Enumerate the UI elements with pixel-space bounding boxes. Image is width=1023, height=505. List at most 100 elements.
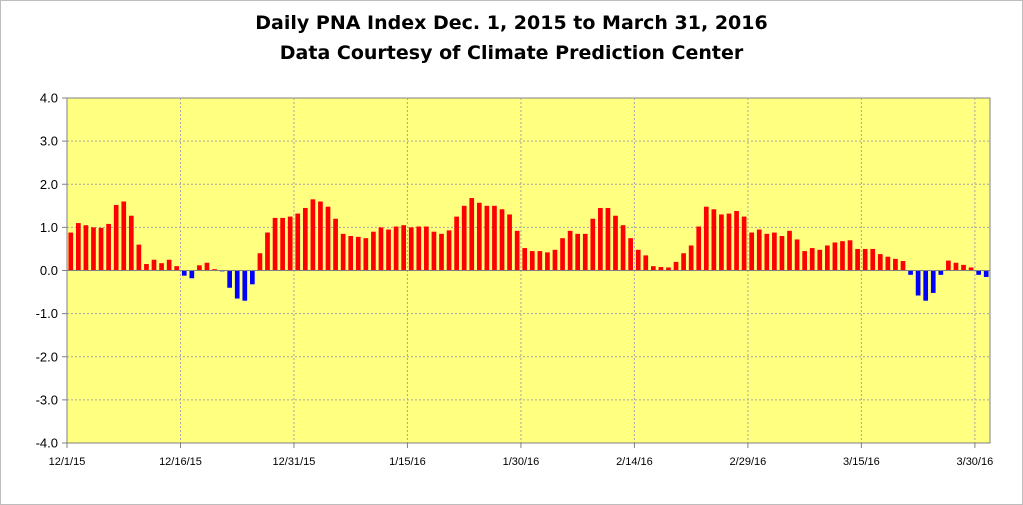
bar [128, 215, 134, 271]
bar [620, 225, 626, 271]
bar [643, 255, 649, 271]
bar [840, 241, 845, 271]
bar [287, 216, 293, 271]
bar [492, 205, 497, 271]
bar [817, 249, 823, 271]
bar [696, 226, 702, 271]
bar [635, 249, 641, 271]
bar [386, 229, 391, 271]
bar [83, 225, 89, 271]
y-axis-ticks: 4.0 3.0 2.0 1.0 0.0 -1.0 -2.0 -3.0 -4.0 [36, 91, 67, 451]
bar [976, 270, 981, 275]
bar [348, 236, 354, 271]
y-tick-label: 3.0 [40, 134, 58, 149]
bar [847, 240, 853, 271]
bar [560, 238, 565, 271]
bar [552, 249, 558, 271]
bar [613, 215, 618, 271]
bar [749, 232, 755, 271]
y-tick-label: -3.0 [36, 392, 58, 407]
x-tick-label: 1/15/16 [389, 456, 426, 468]
bar [514, 230, 520, 271]
bar [575, 233, 581, 271]
bar [794, 239, 800, 271]
x-tick-label: 1/30/16 [503, 456, 540, 468]
y-tick-label: 0.0 [40, 263, 58, 278]
bar [756, 229, 762, 271]
x-tick-label: 12/31/15 [273, 456, 316, 468]
bar [824, 245, 830, 271]
bar [113, 204, 119, 271]
bar [590, 218, 596, 271]
bar [136, 244, 142, 271]
bar [832, 242, 838, 271]
x-tick-label: 3/30/16 [957, 456, 994, 468]
bar [862, 248, 868, 271]
bar [673, 261, 679, 271]
bar [144, 264, 149, 271]
bar [938, 270, 944, 275]
bar [877, 254, 883, 271]
bar [166, 259, 172, 271]
x-tick-label: 3/15/16 [843, 456, 880, 468]
bar [666, 267, 671, 271]
bar [295, 213, 301, 271]
bar [983, 270, 989, 277]
bar [582, 233, 588, 271]
bar [545, 252, 550, 271]
chart-title: Daily PNA Index Dec. 1, 2015 to March 31… [255, 12, 768, 34]
bar [802, 251, 807, 271]
bar [431, 231, 437, 271]
bar [741, 216, 747, 271]
bar [734, 210, 739, 271]
bar [628, 238, 633, 271]
bar [930, 270, 936, 293]
y-tick-label: 1.0 [40, 220, 58, 235]
bar [340, 233, 346, 271]
bar [598, 207, 603, 271]
bar [529, 251, 535, 271]
bar [310, 199, 316, 271]
bar [567, 230, 573, 271]
bar [333, 218, 338, 271]
bar [605, 207, 611, 271]
bar [257, 253, 263, 271]
bar [106, 223, 111, 271]
y-tick-label: 2.0 [40, 177, 58, 192]
bar [719, 214, 724, 271]
bar [363, 238, 369, 271]
bar [461, 205, 467, 271]
bar [408, 227, 414, 271]
bar [870, 248, 876, 271]
bar [265, 232, 270, 271]
y-tick-label: -1.0 [36, 306, 58, 321]
bar [181, 270, 187, 276]
bar [325, 206, 331, 271]
bar [121, 201, 127, 271]
bar [250, 270, 255, 285]
bar [946, 260, 951, 271]
bar [280, 217, 285, 271]
bar [416, 226, 422, 271]
bar [900, 261, 906, 271]
bar [212, 269, 217, 271]
bar [234, 270, 240, 299]
x-tick-label: 2/14/16 [616, 456, 653, 468]
bar [302, 207, 308, 271]
bar [197, 265, 202, 271]
bar [885, 256, 891, 271]
bar [726, 213, 732, 271]
bar [151, 259, 157, 271]
bar [537, 251, 543, 271]
bar [446, 230, 452, 271]
bar [393, 226, 399, 271]
bar [787, 230, 792, 271]
bar [968, 267, 974, 271]
bar [174, 266, 180, 271]
x-tick-label: 12/16/15 [159, 456, 202, 468]
bar [507, 214, 512, 271]
bar [159, 263, 164, 271]
bar [401, 225, 407, 271]
bar [650, 266, 656, 271]
